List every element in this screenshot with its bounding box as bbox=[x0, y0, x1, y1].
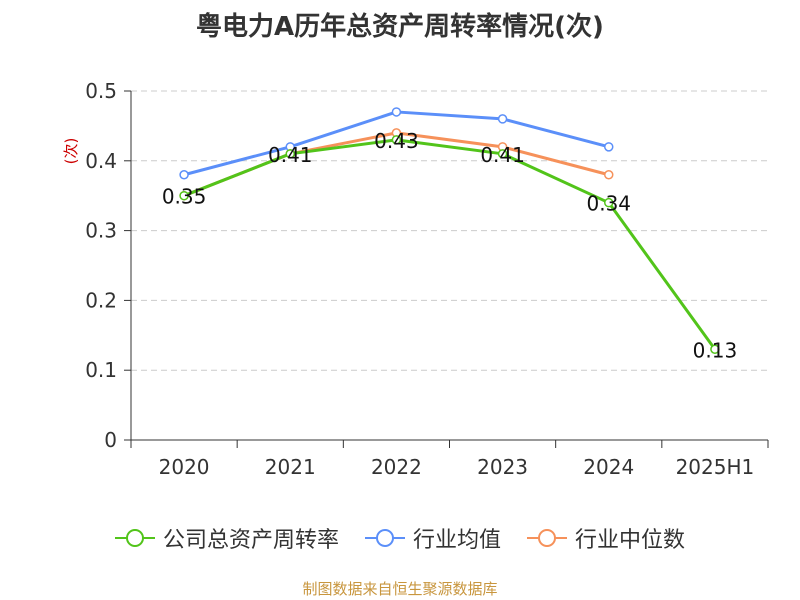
data-point-company bbox=[604, 197, 614, 208]
data-point-industry_avg bbox=[497, 114, 508, 124]
series-line-company bbox=[183, 138, 717, 351]
data-point-industry_avg bbox=[391, 107, 402, 117]
legend-label-industry-avg: 行业均值 bbox=[412, 528, 501, 553]
data-source-note: 制图数据来自恒生聚源数据库 bbox=[302, 580, 498, 598]
data-point-industry_avg bbox=[179, 170, 189, 180]
legend-swatch-company bbox=[114, 529, 155, 547]
data-label: 0.34 bbox=[586, 192, 631, 216]
data-label-layer: 0.35 0.41 0.43 0.41 0.34 0.13 bbox=[162, 129, 737, 362]
legend-swatch-industry-avg bbox=[364, 529, 405, 547]
legend-label-company: 公司总资产周转率 bbox=[162, 528, 339, 553]
axis-layer: 0 0.1 0.2 0.3 0.4 0.5 (次) 2020 2021 2022 2023 2024 2… bbox=[62, 79, 769, 479]
x-tick-label: 2020 bbox=[159, 455, 210, 479]
y-axis-label: (次) bbox=[62, 138, 80, 165]
legend-swatch-industry-median bbox=[527, 529, 567, 547]
data-label: 0.41 bbox=[480, 143, 525, 167]
grid-layer bbox=[131, 90, 768, 371]
legend-item-industry-median[interactable]: 行业中位数 bbox=[527, 522, 685, 554]
data-label: 0.13 bbox=[693, 338, 738, 362]
series-layer bbox=[179, 107, 720, 355]
legend: 公司总资产周转率 行业均值 行业中位数 bbox=[0, 522, 800, 554]
y-tick-label: 0.5 bbox=[85, 79, 117, 103]
x-tick-label: 2025H1 bbox=[676, 455, 755, 479]
data-label: 0.35 bbox=[162, 185, 207, 209]
x-tick-label: 2021 bbox=[265, 455, 316, 479]
y-tick-label: 0 bbox=[104, 428, 117, 452]
legend-item-company[interactable]: 公司总资产周转率 bbox=[114, 522, 339, 554]
x-tick-label: 2023 bbox=[477, 455, 528, 479]
data-label: 0.41 bbox=[268, 143, 313, 167]
legend-label-industry-median: 行业中位数 bbox=[575, 528, 686, 553]
x-tick-label: 2022 bbox=[371, 455, 422, 479]
data-point-company bbox=[710, 344, 720, 355]
data-point-industry_median bbox=[604, 170, 614, 180]
legend-item-industry-avg[interactable]: 行业均值 bbox=[364, 522, 501, 554]
x-tick-label: 2024 bbox=[583, 455, 634, 479]
data-point-industry_avg bbox=[604, 142, 614, 152]
y-tick-label: 0.4 bbox=[85, 149, 117, 173]
chart-title: 粤电力A历年总资产周转率情况(次) bbox=[196, 12, 604, 42]
data-point-company bbox=[391, 135, 402, 145]
y-tick-label: 0.1 bbox=[85, 358, 117, 382]
y-tick-label: 0.2 bbox=[85, 288, 117, 312]
data-point-company bbox=[285, 149, 295, 159]
data-point-company bbox=[179, 190, 189, 201]
y-tick-label: 0.3 bbox=[85, 219, 117, 243]
data-label: 0.43 bbox=[374, 129, 419, 153]
data-point-company bbox=[497, 149, 508, 159]
